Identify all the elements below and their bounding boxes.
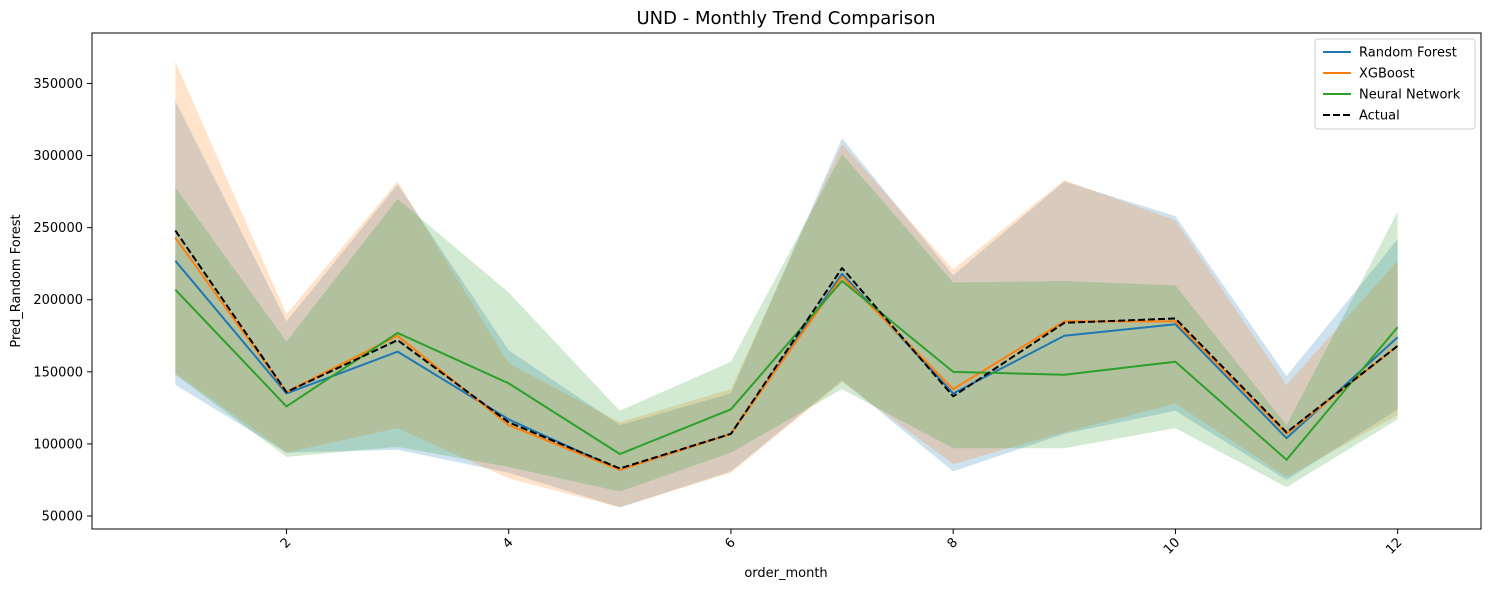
legend-label: Actual xyxy=(1359,109,1400,124)
y-tick-label: 250000 xyxy=(33,221,83,236)
plot-frame xyxy=(91,32,1482,530)
legend-label: Neural Network xyxy=(1359,88,1461,103)
legend: Random Forest XGBoost Neural Network Actual xyxy=(1314,38,1476,130)
chart-title: UND - Monthly Trend Comparison xyxy=(637,8,936,29)
y-tick-label: 200000 xyxy=(33,293,83,308)
y-axis: 50000 100000 150000 200000 250000 300000 35000… xyxy=(33,77,92,525)
x-tick-label: 2 xyxy=(278,535,294,551)
random-forest-band xyxy=(175,100,1398,508)
x-tick-label: 10 xyxy=(1161,535,1183,557)
confidence-bands xyxy=(175,61,1398,508)
y-tick-label: 100000 xyxy=(33,437,83,452)
x-axis: 2 4 6 8 10 12 xyxy=(278,529,1405,558)
x-tick-label: 6 xyxy=(722,535,738,551)
neural-network-band xyxy=(175,154,1398,492)
y-tick-label: 350000 xyxy=(33,77,83,92)
y-tick-label: 300000 xyxy=(33,149,83,164)
x-tick-label: 12 xyxy=(1383,535,1405,557)
xgboost-band xyxy=(175,61,1398,508)
legend-box xyxy=(1314,38,1476,130)
y-tick-label: 50000 xyxy=(42,510,83,525)
x-axis-label: order_month xyxy=(744,566,827,581)
x-tick-label: 4 xyxy=(500,535,516,551)
x-tick-label: 8 xyxy=(945,535,961,551)
neural-network-line xyxy=(174,280,1399,461)
series-lines xyxy=(174,229,1399,471)
y-axis-label: Pred_Random Forest xyxy=(9,214,24,347)
actual-line xyxy=(174,229,1399,470)
legend-label: XGBoost xyxy=(1359,67,1415,82)
legend-label: Random Forest xyxy=(1359,46,1457,61)
y-tick-label: 150000 xyxy=(33,365,83,380)
